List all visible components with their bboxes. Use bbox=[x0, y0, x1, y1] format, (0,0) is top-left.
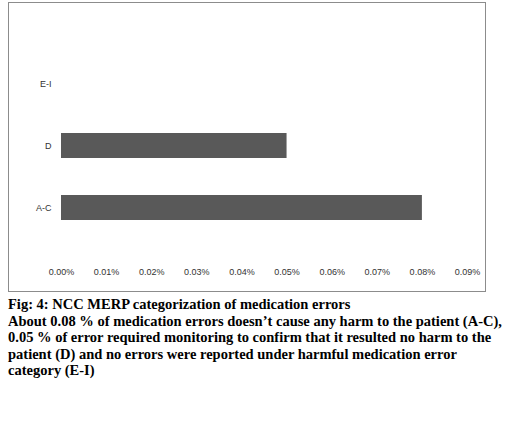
svg-text:0.09%: 0.09% bbox=[455, 267, 481, 277]
svg-text:0.05%: 0.05% bbox=[274, 267, 300, 277]
svg-text:0.03%: 0.03% bbox=[184, 267, 210, 277]
html-text:Fig: 4: NCC MERP categorizatio: Fig: 4: NCC MERP categorization of medic… bbox=[8, 296, 351, 312]
svg-text:0.01%: 0.01% bbox=[94, 267, 120, 277]
svg-text:0.02%: 0.02% bbox=[139, 267, 165, 277]
svg-text:A-C: A-C bbox=[36, 203, 52, 213]
svg-text:E-I: E-I bbox=[40, 79, 52, 89]
svg-text:0.08%: 0.08% bbox=[410, 267, 436, 277]
svg-text:0.07%: 0.07% bbox=[365, 267, 391, 277]
html-text:About 0.08 % of medication err: About 0.08 % of medication errors doesn’… bbox=[8, 312, 502, 378]
svg-text:D: D bbox=[45, 141, 52, 151]
svg-text:0.04%: 0.04% bbox=[229, 267, 255, 277]
svg-text:0.06%: 0.06% bbox=[319, 267, 345, 277]
svg-text:0.00%: 0.00% bbox=[49, 267, 75, 277]
